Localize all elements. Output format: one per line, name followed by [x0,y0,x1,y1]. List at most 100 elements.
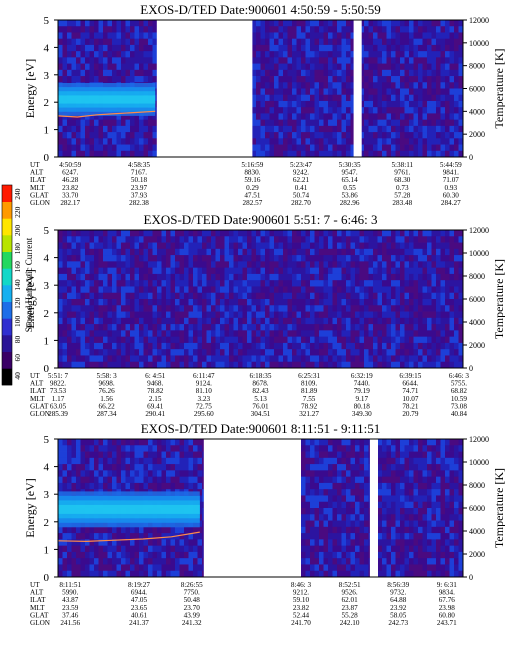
info-cell: 10.07 [402,395,419,403]
colorbar-tick-label: 240 [13,188,22,200]
panel-title: EXOS-D/TED Date:900601 5:51: 7 - 6:46: 3 [144,212,378,227]
info-cell: 57.28 [394,191,411,199]
info-cell: 5:16:59 [241,161,263,169]
colorbar-swatch [2,351,12,369]
info-cell: 304.51 [251,410,271,418]
colorbar-tick-label: 120 [13,297,22,309]
info-cell: 50.18 [131,176,148,184]
y2-tick-label: 8000 [469,481,485,490]
colorbar-swatch [2,268,12,286]
info-row-label: ALT [30,380,44,388]
info-cell: 9212. [293,589,309,597]
info-cell: 0.73 [396,184,409,192]
info-cell: 1.56 [100,395,113,403]
orbit-info-table: UT 5:51: 7 5:58: 3 6: 4:51 6:11:47 6:18:35 6:2… [30,372,469,418]
info-cell: 5755. [451,380,467,388]
info-row-label: GLAT [30,402,49,410]
y2-tick-label: 10000 [469,249,489,258]
info-cell: 287.34 [97,410,117,418]
info-cell: 82.43 [252,387,269,395]
info-row-label: ILAT [30,176,46,184]
info-cell: 81.10 [196,387,213,395]
y-axis-label: Energy [eV] [23,269,37,328]
info-cell: 9732. [390,589,406,597]
info-cell: 9526. [342,589,358,597]
info-cell: 295.60 [194,410,214,418]
y2-tick-label: 0 [469,364,473,373]
info-cell: 71.07 [443,176,460,184]
info-cell: 40.84 [451,410,468,418]
info-cell: 282.96 [340,199,360,207]
info-cell: 74.71 [402,387,419,395]
info-cell: 68.82 [451,387,468,395]
info-cell: 23.87 [342,604,359,612]
info-cell: 66.22 [99,402,116,410]
info-cell: 47.51 [244,191,261,199]
info-cell: 9.17 [356,395,369,403]
info-cell: 6:11:47 [193,372,215,380]
y-tick-label: 0 [44,572,50,584]
y2-tick-label: 0 [469,573,473,582]
info-cell: 64.88 [390,596,407,604]
info-cell: 9822. [50,380,66,388]
info-cell: 8:46: 3 [291,581,312,589]
info-cell: 59.16 [244,176,261,184]
colorbar-tick-label: 80 [13,336,22,344]
info-cell: 23.97 [131,184,148,192]
info-cell: 23.98 [439,604,456,612]
info-cell: 55.28 [342,611,359,619]
y2-tick-label: 6000 [469,85,485,94]
info-cell: 8:26:55 [181,581,203,589]
info-cell: 243.71 [437,619,457,627]
data-gap [369,439,378,577]
info-cell: 8678. [252,380,268,388]
info-cell: 7440. [354,380,370,388]
info-cell: 7.55 [303,395,316,403]
panel-title: EXOS-D/TED Date:900601 8:11:51 - 9:11:51 [141,421,381,436]
info-cell: 5.13 [254,395,267,403]
colorbar-swatch [2,235,12,252]
y2-tick-label: 0 [469,153,473,162]
info-cell: 282.17 [60,199,80,207]
info-cell: 285.39 [48,410,68,418]
info-cell: 5:44:59 [440,161,462,169]
temperature-line [57,110,156,118]
y2-tick-label: 8000 [469,62,485,71]
info-cell: 8830. [244,169,260,177]
info-cell: 23.59 [62,604,79,612]
info-cell: 23.82 [293,604,310,612]
info-cell: 6:18:35 [250,372,272,380]
y2-tick-label: 10000 [469,458,489,467]
info-cell: 6:39:15 [399,372,421,380]
spectrogram-panel-3: EXOS-D/TED Date:900601 8:11:51 - 9:11:51… [23,421,505,627]
y-tick-label: 4 [44,42,50,54]
info-row-label: GLON [30,619,51,627]
y2-axis-label: Temperature [K] [492,468,505,548]
y2-tick-label: 4000 [469,107,485,116]
info-cell: 4:50:59 [59,161,81,169]
info-cell: 9761. [394,169,410,177]
info-row-label: GLON [30,199,51,207]
y-tick-label: 4 [44,253,50,265]
colorbar-tick-label: 200 [13,225,22,237]
y2-tick-label: 12000 [469,226,489,235]
orbit-info-table: UT 8:11:51 8:19:27 8:26:55 8:46: 3 8:52:51 8:5… [30,581,457,627]
y-tick-label: 1 [44,125,50,137]
info-row-label: ILAT [30,596,46,604]
colorbar-tick-label: 220 [13,206,22,218]
info-cell: 62.21 [293,176,310,184]
y-tick-label: 5 [44,434,50,446]
colorbar-swatch [2,185,12,202]
colorbar-tick-label: 160 [13,261,22,273]
info-cell: 78.82 [147,387,164,395]
colorbar: 40 60 80 100 120 140 160 180 200 220 240 Second Har… [1,184,34,386]
info-cell: 0.55 [343,184,356,192]
info-row-label: UT [30,372,40,380]
y2-tick-label: 4000 [469,527,485,536]
orbit-info-table: UT 4:50:59 4:58:35 5:16:59 5:23:47 5:30:35 5:3… [30,161,462,207]
info-cell: 50.74 [293,191,310,199]
y2-tick-label: 2000 [469,130,485,139]
y-tick-label: 1 [44,544,50,556]
y-tick-label: 2 [44,517,50,529]
